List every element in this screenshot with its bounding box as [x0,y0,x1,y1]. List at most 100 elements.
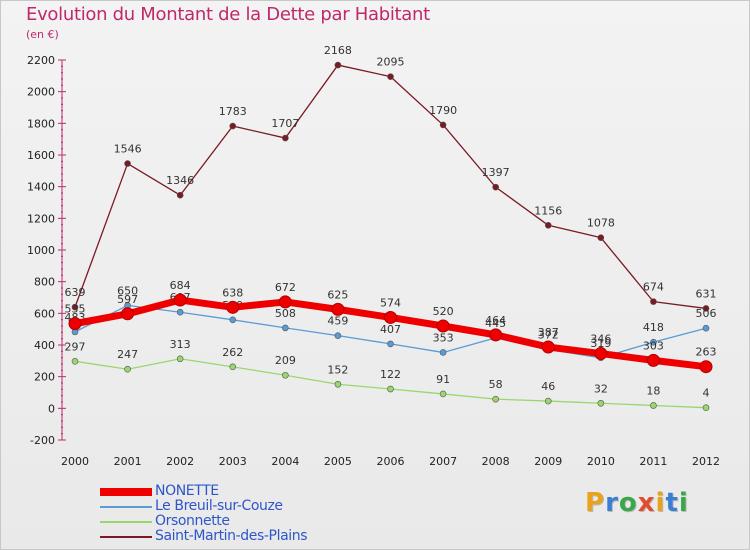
y-tick-label: 600 [34,307,55,320]
data-label: 574 [380,296,401,309]
logo-letter: i [678,488,689,518]
data-point [544,397,552,405]
data-point [436,319,450,333]
data-label: 674 [643,281,664,294]
data-label: 209 [275,354,296,367]
data-point [387,385,394,393]
data-label: 508 [275,307,296,320]
x-tick-label: 2005 [324,455,352,468]
data-point [384,310,397,324]
logo-letter: r [605,488,619,518]
data-point [121,307,135,321]
logo-letter: P [585,488,606,518]
data-label: 464 [485,314,506,327]
data-label: 46 [541,380,555,393]
data-point [594,347,608,361]
legend-label: Saint-Martin-des-Plains [155,528,308,544]
data-label: 58 [489,378,503,391]
data-point [282,134,289,142]
data-label: 1078 [587,217,615,230]
y-tick-label: 1200 [27,212,55,225]
data-point [331,302,345,316]
data-label: 32 [594,382,608,395]
data-label: 407 [380,323,401,336]
legend-label: Le Breuil-sur-Couze [155,498,283,514]
y-tick-label: 1800 [27,117,55,130]
data-point [492,183,499,191]
data-label: 1707 [271,117,299,130]
x-tick-label: 2003 [219,455,247,468]
data-label: 650 [117,284,138,297]
data-point [71,358,79,365]
data-label: 445 [485,317,506,330]
data-point [650,402,657,409]
chart-unit: (en €) [26,28,59,41]
data-point [124,365,131,373]
data-label: 319 [590,337,611,350]
y-tick-label: 1400 [27,181,55,194]
data-label: 4 [703,387,710,400]
x-tick-label: 2002 [166,455,194,468]
data-point [229,122,237,130]
x-tick-label: 2000 [61,455,89,468]
data-label: 418 [643,321,664,334]
data-label: 1790 [429,104,457,117]
data-point [334,332,342,339]
data-point [699,360,713,374]
data-label: 152 [327,363,348,376]
data-point [124,160,131,167]
data-point [176,191,184,199]
data-point [226,300,240,314]
x-tick-label: 2006 [377,455,405,468]
data-point [282,324,289,332]
data-point [702,305,710,312]
legend-label: NONETTE [155,483,219,499]
data-point [597,234,605,241]
data-point [176,355,184,363]
y-tick-label: -200 [30,434,55,447]
data-label: 387 [538,326,559,339]
data-point [278,295,292,309]
y-tick-label: 0 [48,402,55,415]
x-tick-label: 2010 [587,455,615,468]
x-tick-label: 2007 [429,455,457,468]
y-tick-label: 400 [34,339,55,352]
legend-swatch [100,536,152,538]
series-line [74,358,707,409]
data-point [229,363,237,371]
y-tick-label: 2200 [27,54,55,67]
y-tick-label: 800 [34,276,55,289]
data-label: 684 [170,279,191,292]
data-point [176,308,184,316]
legend-swatch [100,521,152,523]
data-point [646,353,660,367]
data-point [597,399,605,407]
logo-letter: i [655,488,666,518]
data-label: 353 [433,331,454,344]
data-point [439,349,447,356]
data-label: 1783 [219,105,247,118]
data-point [334,61,342,69]
data-point [439,121,447,129]
data-label: 639 [65,286,86,299]
x-tick-label: 2001 [114,455,142,468]
data-point [650,338,657,346]
data-label: 1346 [166,174,194,187]
data-label: 372 [538,328,559,341]
legend-label: Orsonnette [155,513,230,529]
data-point [702,324,710,332]
x-tick-label: 2011 [639,455,667,468]
x-tick-label: 2012 [692,455,720,468]
data-point [492,395,499,403]
data-point [282,371,289,379]
data-label: 2168 [324,44,352,57]
data-label: 247 [117,348,138,361]
chart-title: Evolution du Montant de la Dette par Hab… [26,4,430,25]
legend-swatch [100,506,152,508]
data-point [229,316,237,324]
data-label: 122 [380,368,401,381]
logo-letter: o [618,488,638,518]
data-label: 672 [275,281,296,294]
data-point [68,317,82,331]
